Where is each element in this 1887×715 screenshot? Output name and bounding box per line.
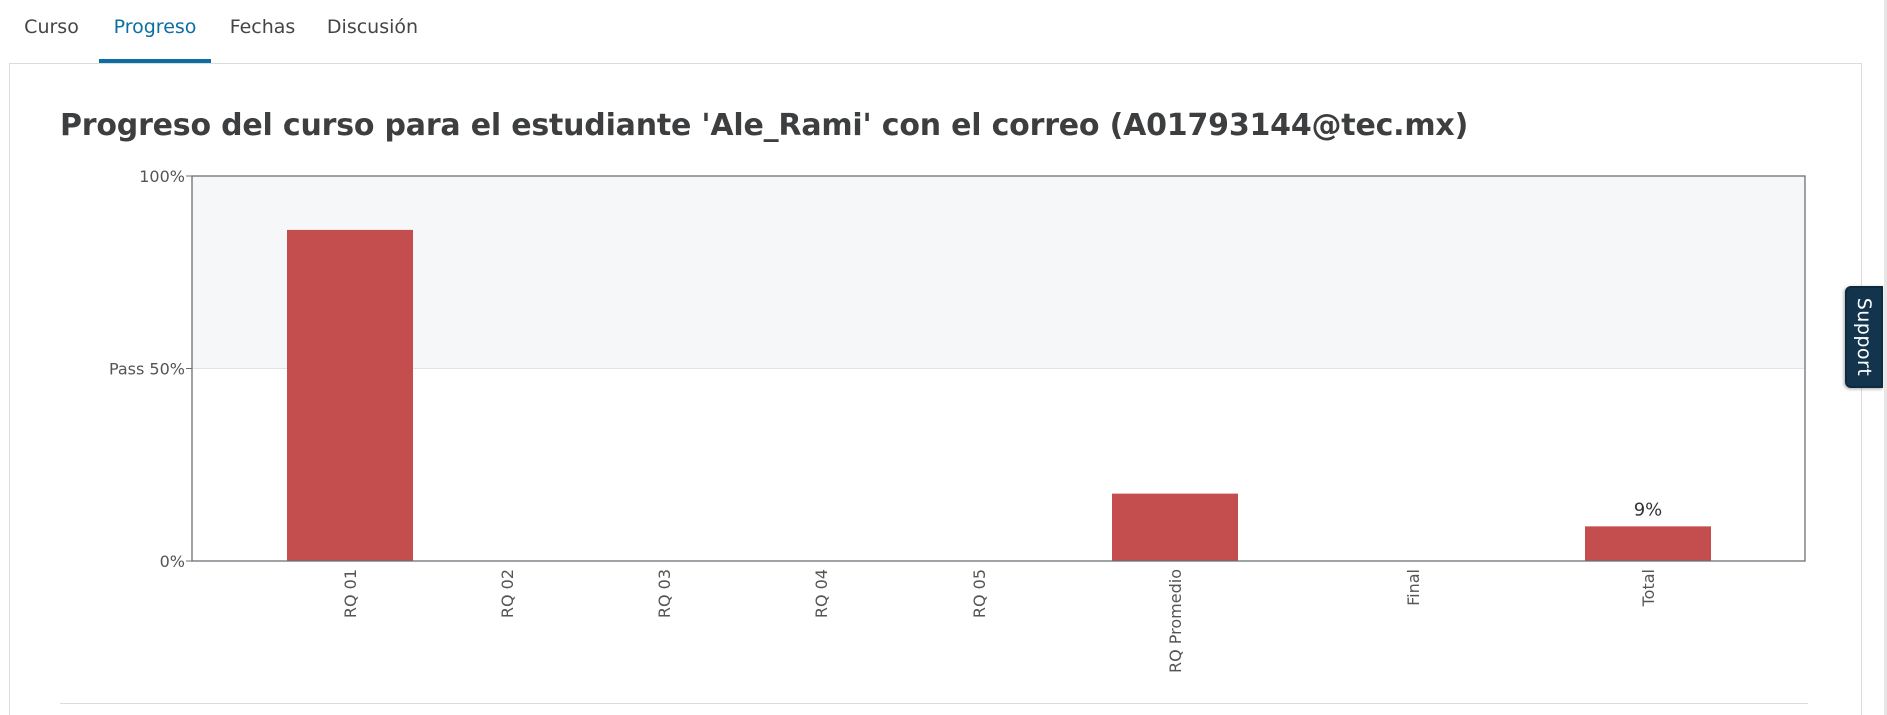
tab-label: Fechas [229,16,296,38]
x-tick-label: RQ 02 [498,569,517,618]
tab-curso[interactable]: Curso [14,16,89,63]
x-tick-label: RQ 03 [655,569,674,618]
tab-discusi-n[interactable]: Discusión [320,16,425,63]
y-tick-label: Pass 50% [109,360,185,379]
pass-zone-band [192,176,1805,369]
y-tick-label: 0% [160,552,185,571]
bar-rq-01 [287,229,413,561]
tab-label: Progreso [113,16,197,38]
x-tick-label: RQ 04 [812,569,831,618]
support-button[interactable]: Support [1845,286,1883,388]
x-tick-label: Total [1639,569,1658,607]
x-tick-label: RQ 01 [341,569,360,618]
section-divider [60,703,1808,704]
x-tick-label: Final [1404,569,1423,606]
x-tick-label: RQ 05 [970,569,989,618]
page-scrollbar[interactable] [1884,0,1887,715]
bar-rq-promedio [1112,493,1238,561]
support-label: Support [1853,297,1875,377]
tab-progreso[interactable]: Progreso [99,16,211,63]
plot-frame [191,175,1806,562]
bar-value-label: 9% [1634,499,1663,520]
tab-label: Curso [24,16,79,38]
tab-fechas[interactable]: Fechas [220,16,305,63]
x-tick-label: RQ Promedio [1166,569,1185,673]
y-tick-label: 100% [139,167,185,186]
bar-total [1585,526,1711,561]
page-title: Progreso del curso para el estudiante 'A… [60,108,1469,143]
tab-label: Discusión [326,16,419,38]
course-tabs: Curso Progreso Fechas Discusión [0,0,1862,63]
